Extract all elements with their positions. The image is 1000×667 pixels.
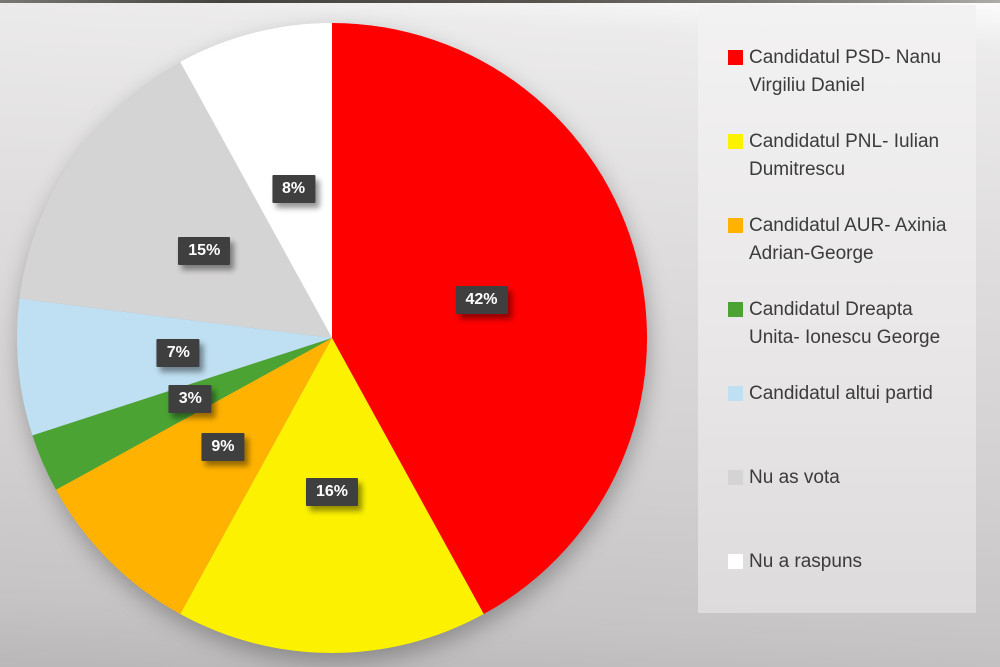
legend-swatch-nu-a-raspuns [728, 554, 743, 569]
legend-item-candidatul-pnl-iulian-dumitrescu: Candidatul PNL- Iulian Dumitrescu [728, 128, 961, 184]
pie-slice-candidatul-dreapta-unita-ionescu-george [32, 338, 333, 490]
pie-label-nu-as-vota: 15% [178, 237, 231, 266]
legend-label: Nu as vota [749, 467, 840, 488]
legend-item-nu-a-raspuns: Nu a raspuns [728, 548, 961, 576]
legend-swatch-nu-as-vota [728, 470, 743, 485]
legend-label: Candidatul Dreapta Unita- Ionescu George [749, 299, 941, 348]
legend-item-nu-as-vota: Nu as vota [728, 464, 961, 492]
legend-label: Candidatul AUR- Axinia Adrian-George [749, 215, 947, 264]
legend-item-candidatul-psd-nanu-virgiliu-daniel: Candidatul PSD- Nanu Virgiliu Daniel [728, 44, 961, 100]
pie-label-candidatul-dreapta-unita-ionescu-george: 3% [168, 385, 212, 414]
pie-label-candidatul-altui-partid: 7% [156, 338, 200, 367]
pie-label-candidatul-pnl-iulian-dumitrescu: 16% [305, 478, 359, 507]
legend-label: Candidatul altui partid [749, 383, 933, 404]
pie-label-candidatul-psd-nanu-virgiliu-daniel: 42% [455, 285, 508, 314]
legend-label: Candidatul PNL- Iulian Dumitrescu [749, 131, 940, 180]
legend-swatch-candidatul-psd-nanu-virgiliu-daniel [728, 50, 743, 65]
pie-slice-candidatul-aur-axinia-adrian-george [55, 338, 333, 615]
pie-label-nu-a-raspuns: 8% [272, 174, 316, 203]
pie-svg [17, 23, 647, 653]
legend-swatch-candidatul-dreapta-unita-ionescu-george [728, 302, 743, 317]
legend-panel: Candidatul PSD- Nanu Virgiliu Daniel Cand… [698, 5, 976, 613]
legend-label: Candidatul PSD- Nanu Virgiliu Daniel [749, 47, 942, 96]
legend-swatch-candidatul-pnl-iulian-dumitrescu [728, 134, 743, 149]
legend-label: Nu a raspuns [749, 551, 863, 572]
legend-item-candidatul-aur-axinia-adrian-george: Candidatul AUR- Axinia Adrian-George [728, 212, 961, 268]
top-edge-line [0, 0, 1000, 3]
pie-chart: 42% 16% 9% 3% 7% 15% 8% [17, 23, 647, 653]
pie-slice-nu-as-vota [19, 61, 332, 339]
pie-slice-nu-a-raspuns [180, 23, 332, 338]
pie-slice-candidatul-psd-nanu-virgiliu-daniel [332, 23, 647, 615]
legend-item-candidatul-dreapta-unita-ionescu-george: Candidatul Dreapta Unita- Ionescu George [728, 296, 961, 352]
pie-slice-candidatul-altui-partid [17, 298, 332, 436]
legend-swatch-candidatul-altui-partid [728, 386, 743, 401]
legend-swatch-candidatul-aur-axinia-adrian-george [728, 218, 743, 233]
pie-label-candidatul-aur-axinia-adrian-george: 9% [201, 433, 245, 462]
legend-item-candidatul-altui-partid: Candidatul altui partid [728, 380, 961, 408]
